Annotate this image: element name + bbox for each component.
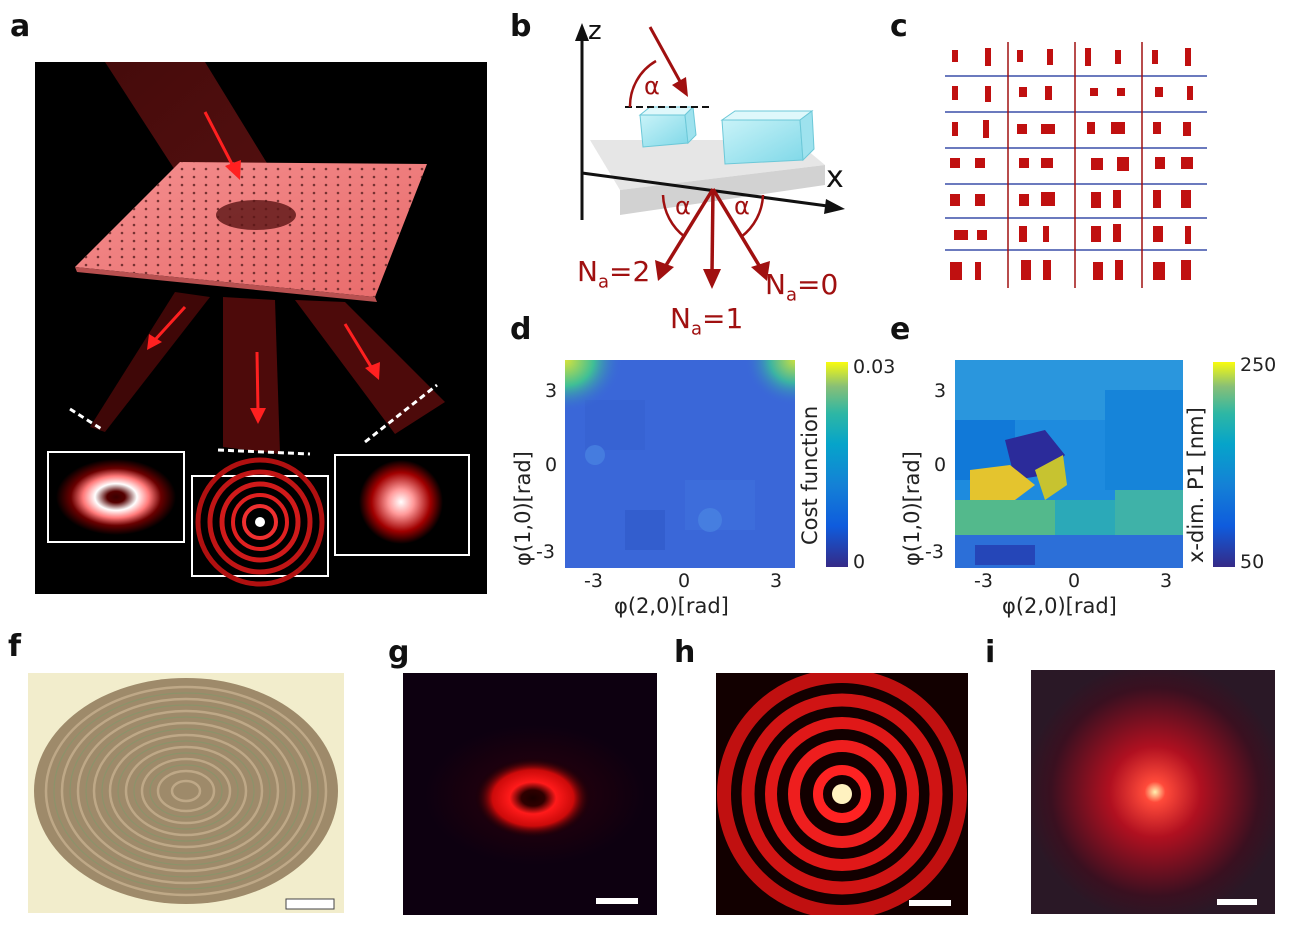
panel-i-gaussian-beam — [1031, 670, 1275, 914]
e-colorbar-title: x-dim. P1 [nm] — [1184, 407, 1208, 563]
panel-label-f: f — [8, 629, 22, 664]
order-label-0: Na=0 — [765, 268, 839, 306]
e-cbar-min: 50 — [1240, 551, 1265, 573]
panel-h-bessel-beam — [716, 673, 968, 915]
panel-e-heatmap — [955, 360, 1183, 568]
d-xtick-0: 0 — [678, 570, 691, 592]
order-label-1: Na=1 — [670, 302, 744, 340]
panel-label-d: d — [510, 312, 532, 347]
panel-label-h: h — [674, 635, 696, 670]
panel-d-colorbar — [826, 362, 848, 567]
panel-e-colorbar — [1213, 362, 1235, 567]
z-axis-label: z — [588, 16, 602, 46]
d-ylabel: φ(1,0)[rad] — [511, 451, 535, 566]
bessel-rings-inset — [195, 457, 325, 587]
panel-a-illustration — [35, 62, 487, 594]
alpha-incident: α — [644, 72, 660, 100]
d-ytick-0: 0 — [545, 454, 558, 476]
panel-label-a: a — [10, 9, 31, 44]
panel-d-heatmap — [565, 360, 795, 568]
e-xlabel: φ(2,0)[rad] — [1002, 594, 1117, 618]
e-cbar-max: 250 — [1240, 354, 1277, 376]
e-xtick-m3: -3 — [974, 570, 993, 592]
d-xtick-3: 3 — [770, 570, 783, 592]
d-xtick-m3: -3 — [584, 570, 603, 592]
panel-f-micrograph — [28, 673, 344, 913]
e-ytick-3: 3 — [934, 380, 947, 402]
panel-b-schematic — [575, 23, 845, 289]
d-cbar-max: 0.03 — [853, 356, 896, 378]
e-ytick-m3: -3 — [925, 541, 944, 563]
d-cbar-min: 0 — [853, 551, 866, 573]
x-axis-label: x — [826, 160, 844, 195]
d-colorbar-title: Cost function — [798, 405, 822, 545]
e-ylabel: φ(1,0)[rad] — [900, 451, 924, 566]
panel-label-c: c — [890, 9, 908, 44]
panel-g-donut-beam — [403, 673, 657, 915]
panel-label-e: e — [890, 312, 911, 347]
panel-label-b: b — [510, 9, 532, 44]
order-label-2: Na=2 — [577, 255, 651, 293]
e-xtick-0: 0 — [1068, 570, 1081, 592]
panel-label-i: i — [985, 635, 996, 670]
d-xlabel: φ(2,0)[rad] — [614, 594, 729, 618]
alpha-left: α — [675, 192, 691, 220]
panel-c-grid — [945, 42, 1207, 288]
d-ytick-3: 3 — [545, 380, 558, 402]
panel-label-g: g — [388, 635, 410, 670]
e-xtick-3: 3 — [1160, 570, 1173, 592]
e-ytick-0: 0 — [934, 454, 947, 476]
d-ytick-m3: -3 — [536, 541, 555, 563]
meta-atom-cells — [950, 48, 1193, 280]
alpha-right: α — [734, 192, 750, 220]
